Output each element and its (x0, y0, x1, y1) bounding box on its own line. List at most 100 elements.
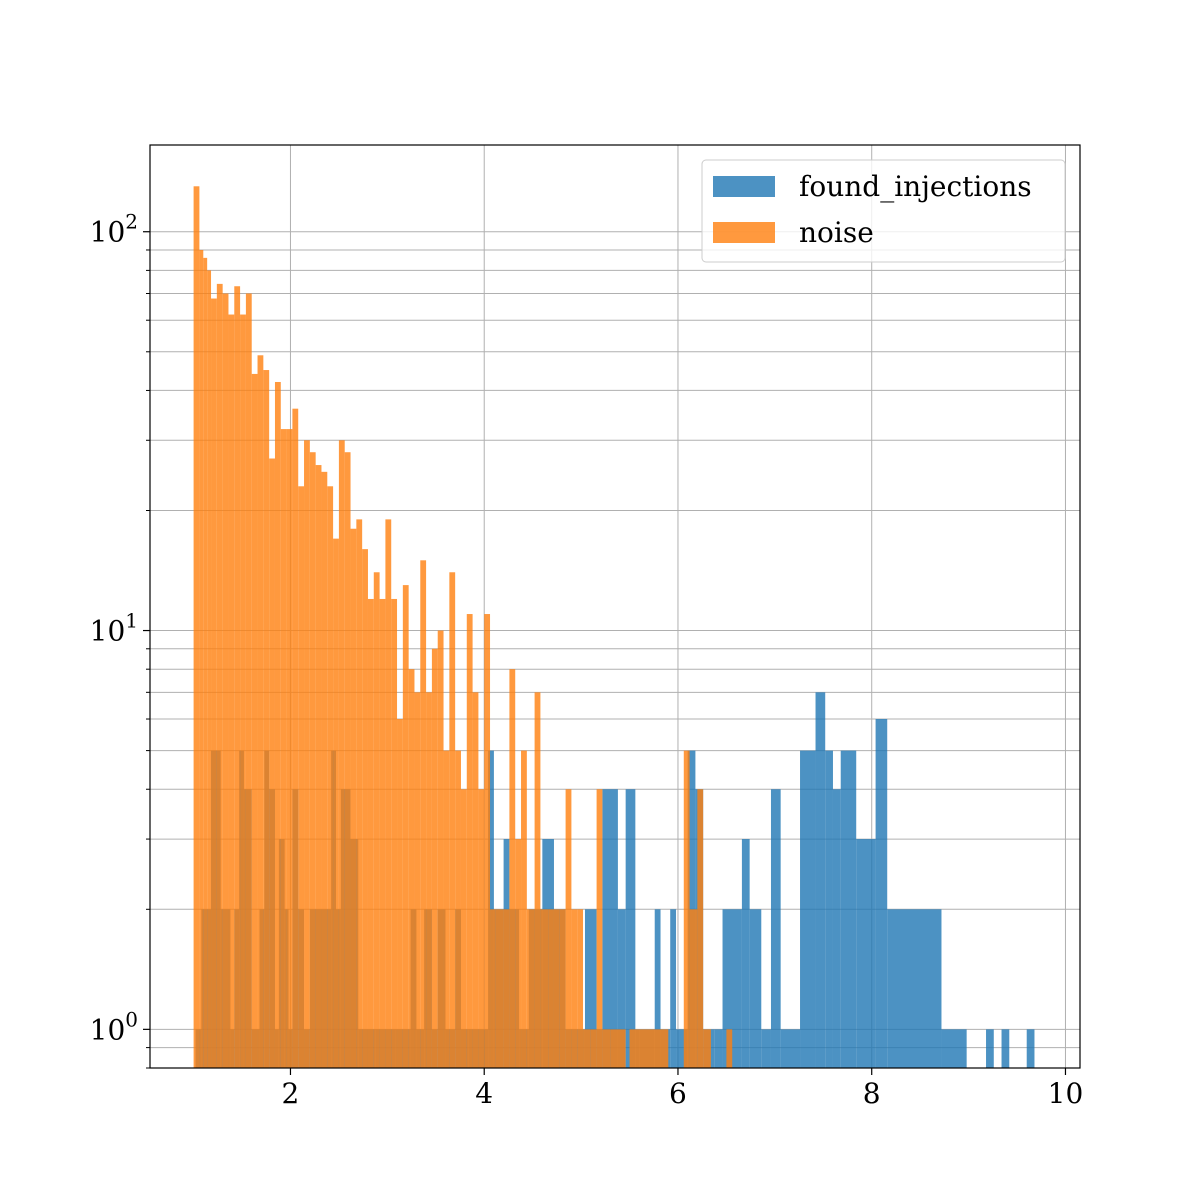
bar-found-injections (1001, 1029, 1010, 1068)
x-tick-label: 10 (1048, 1077, 1084, 1110)
bar-found-injections (687, 750, 696, 1068)
legend-box (701, 159, 1066, 263)
bar-noise (309, 452, 316, 1068)
bar-found-injections (856, 839, 876, 1068)
bar-noise (490, 909, 496, 1068)
axis-ticks: 2 4 6 8 10 100 101 102 (90, 210, 1084, 1110)
bar-noise (367, 598, 374, 1068)
bar-noise (548, 909, 554, 1068)
bar-found-injections (617, 909, 626, 1068)
bar-noise (263, 370, 270, 1068)
bar-noise (596, 789, 603, 1068)
bar-noise (460, 789, 467, 1068)
bar-noise (373, 572, 380, 1068)
bar-noise (203, 257, 208, 1068)
bar-found-injections (654, 909, 661, 1068)
bar-noise (362, 549, 368, 1068)
bar-found-injections (941, 1029, 967, 1068)
bar-found-injections (825, 750, 833, 1068)
bar-noise (402, 585, 409, 1068)
bar-noise (610, 1029, 626, 1068)
bar-found-injections (722, 909, 742, 1068)
bar-found-injections (602, 789, 618, 1068)
bar-found-injections (676, 1029, 688, 1068)
bar-noise (521, 750, 527, 1068)
bar-found-injections (815, 692, 826, 1068)
bar-noise (437, 630, 444, 1068)
bar-noise (590, 1029, 597, 1068)
bar-noise (565, 789, 572, 1068)
bar-found-injections (714, 1029, 723, 1068)
bar-noise (193, 186, 200, 1069)
bar-noise (298, 486, 305, 1068)
bar-found-injections (584, 909, 597, 1068)
bar-noise (689, 909, 698, 1068)
bar-found-injections (875, 719, 888, 1068)
bar-noise (683, 750, 690, 1068)
bar-noise (304, 440, 310, 1068)
bar-noise (207, 270, 212, 1068)
y-tick-label: 102 (90, 210, 138, 249)
bar-noise (199, 249, 204, 1069)
bar-found-injections (887, 909, 942, 1068)
bar-noise (478, 789, 485, 1068)
x-tick-label: 6 (669, 1077, 687, 1110)
bar-noise (697, 789, 704, 1068)
bar-noise (583, 1029, 591, 1068)
legend-label: noise (799, 216, 874, 249)
bar-found-injections (670, 909, 677, 1068)
bar-noise (540, 909, 549, 1068)
bar-found-injections (780, 1029, 801, 1068)
bar-noise (315, 465, 322, 1068)
bar-noise (534, 692, 541, 1068)
histogram-bars (193, 186, 1035, 1069)
bar-noise (559, 909, 566, 1068)
bar-noise (286, 429, 293, 1068)
bar-found-injections (488, 750, 494, 1068)
bar-found-injections (800, 750, 816, 1068)
legend-label: found_injections (799, 170, 1032, 203)
y-tick-label: 101 (90, 609, 138, 648)
bar-found-injections (749, 909, 762, 1068)
bar-noise (526, 909, 535, 1068)
bar-noise (280, 429, 287, 1068)
bar-noise (443, 750, 450, 1068)
x-tick-label: 8 (863, 1077, 881, 1110)
bar-noise (269, 458, 275, 1068)
bar-noise (426, 692, 432, 1068)
bar-found-injections (770, 789, 781, 1068)
bar-found-injections (832, 789, 841, 1068)
bar-found-injections (1026, 1029, 1035, 1068)
bar-noise (414, 692, 421, 1068)
bar-noise (211, 298, 217, 1068)
bar-noise (455, 750, 461, 1068)
bar-noise (350, 528, 357, 1068)
bar-noise (629, 1029, 669, 1068)
bar-noise (327, 486, 334, 1068)
legend-swatch (713, 222, 775, 243)
bar-noise (240, 314, 246, 1068)
bar-noise (509, 669, 516, 1068)
bar-noise (515, 839, 522, 1068)
bar-noise (495, 909, 504, 1068)
bar-noise (602, 1029, 611, 1068)
bar-noise (344, 452, 351, 1068)
bar-noise (251, 373, 258, 1068)
bar-found-injections (761, 1029, 771, 1068)
x-tick-label: 4 (475, 1077, 493, 1110)
bar-noise (338, 440, 345, 1068)
bar-found-injections (840, 750, 857, 1068)
bar-found-injections (625, 789, 636, 1068)
bar-found-injections (741, 839, 750, 1068)
bar-noise (484, 614, 491, 1068)
bar-noise (222, 293, 229, 1068)
bar-noise (466, 614, 473, 1068)
bar-noise (503, 909, 510, 1068)
bar-noise (234, 286, 241, 1069)
bar-noise (449, 572, 456, 1068)
bar-noise (420, 560, 427, 1068)
series-noise (193, 186, 733, 1069)
bar-noise (703, 1029, 711, 1068)
